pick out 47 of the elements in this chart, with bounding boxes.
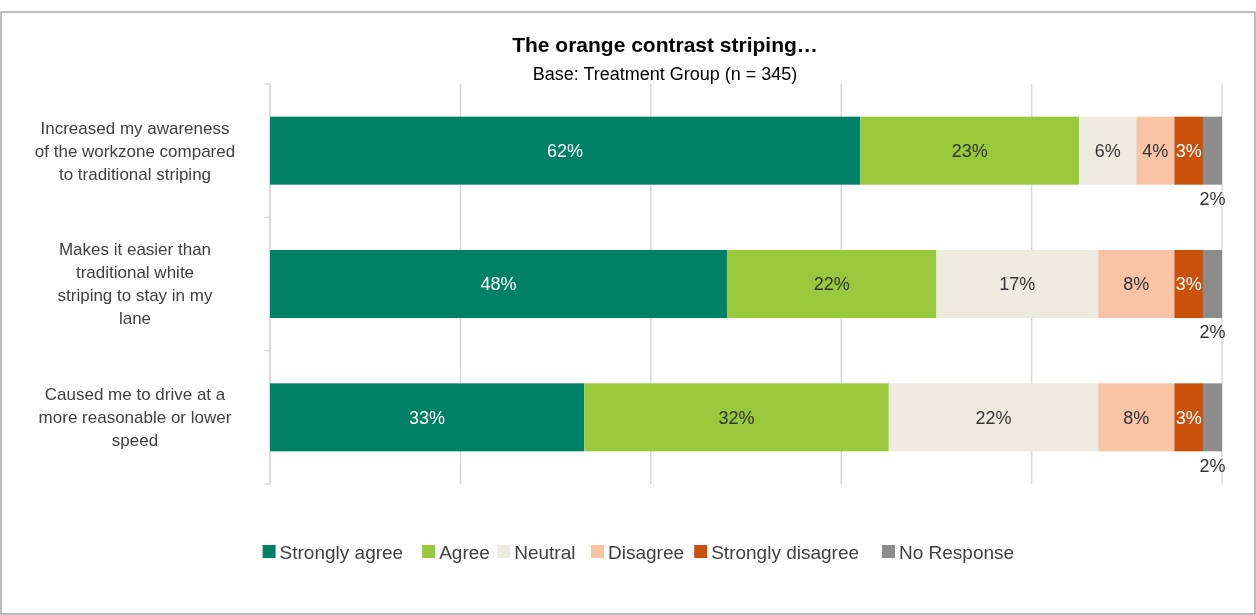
data-label: 17% <box>999 274 1036 295</box>
data-label: 32% <box>718 407 755 428</box>
legend-label: Neutral <box>514 541 576 563</box>
bar <box>1202 116 1222 185</box>
bar <box>1136 116 1175 185</box>
bar <box>1174 250 1203 318</box>
data-label: 3% <box>1175 407 1202 428</box>
bar <box>584 383 889 452</box>
data-label: 23% <box>951 140 988 161</box>
y-tick-label: Caused me to drive at a more reasonable or lower speed <box>38 385 232 451</box>
legend-label: No Response <box>899 541 1015 563</box>
data-label: 22% <box>975 407 1012 428</box>
data-label: 62% <box>547 140 584 161</box>
bar <box>1098 383 1175 452</box>
bar <box>860 116 1080 185</box>
data-label: 8% <box>1123 274 1150 295</box>
bar <box>1174 383 1203 452</box>
data-label: 3% <box>1175 140 1202 161</box>
data-label: 22% <box>813 274 850 295</box>
legend-label: Strongly disagree <box>711 541 860 563</box>
data-label: 48% <box>480 274 517 295</box>
data-label: 3% <box>1175 274 1202 295</box>
legend-label: Disagree <box>608 541 685 563</box>
bar <box>1202 250 1222 318</box>
chart-subtitle: Base: Treatment Group (n = 345) <box>532 64 798 84</box>
data-label: 6% <box>1094 140 1121 161</box>
bar <box>1098 250 1175 318</box>
legend-label: Agree <box>439 541 490 563</box>
bar <box>1174 116 1203 185</box>
data-label: 2% <box>1199 322 1226 343</box>
chart-title: The orange contrast striping… <box>512 33 818 56</box>
bar <box>726 250 937 318</box>
bar <box>270 116 861 185</box>
data-label: 4% <box>1142 140 1169 161</box>
bar <box>1202 383 1222 452</box>
data-label: 2% <box>1199 188 1226 209</box>
bar <box>270 250 727 318</box>
data-label: 8% <box>1123 407 1150 428</box>
data-label: 2% <box>1199 455 1226 476</box>
legend-label: Strongly agree <box>279 541 404 563</box>
bar <box>1079 116 1137 185</box>
bar <box>936 250 1099 318</box>
y-tick-label: Makes it easier than traditional white striping to stay in my lane <box>57 240 213 329</box>
bar <box>888 383 1099 452</box>
bar <box>270 383 585 452</box>
y-tick-label: Increased my awareness of the workzone compared to traditional striping <box>34 118 236 184</box>
data-label: 33% <box>409 407 446 428</box>
